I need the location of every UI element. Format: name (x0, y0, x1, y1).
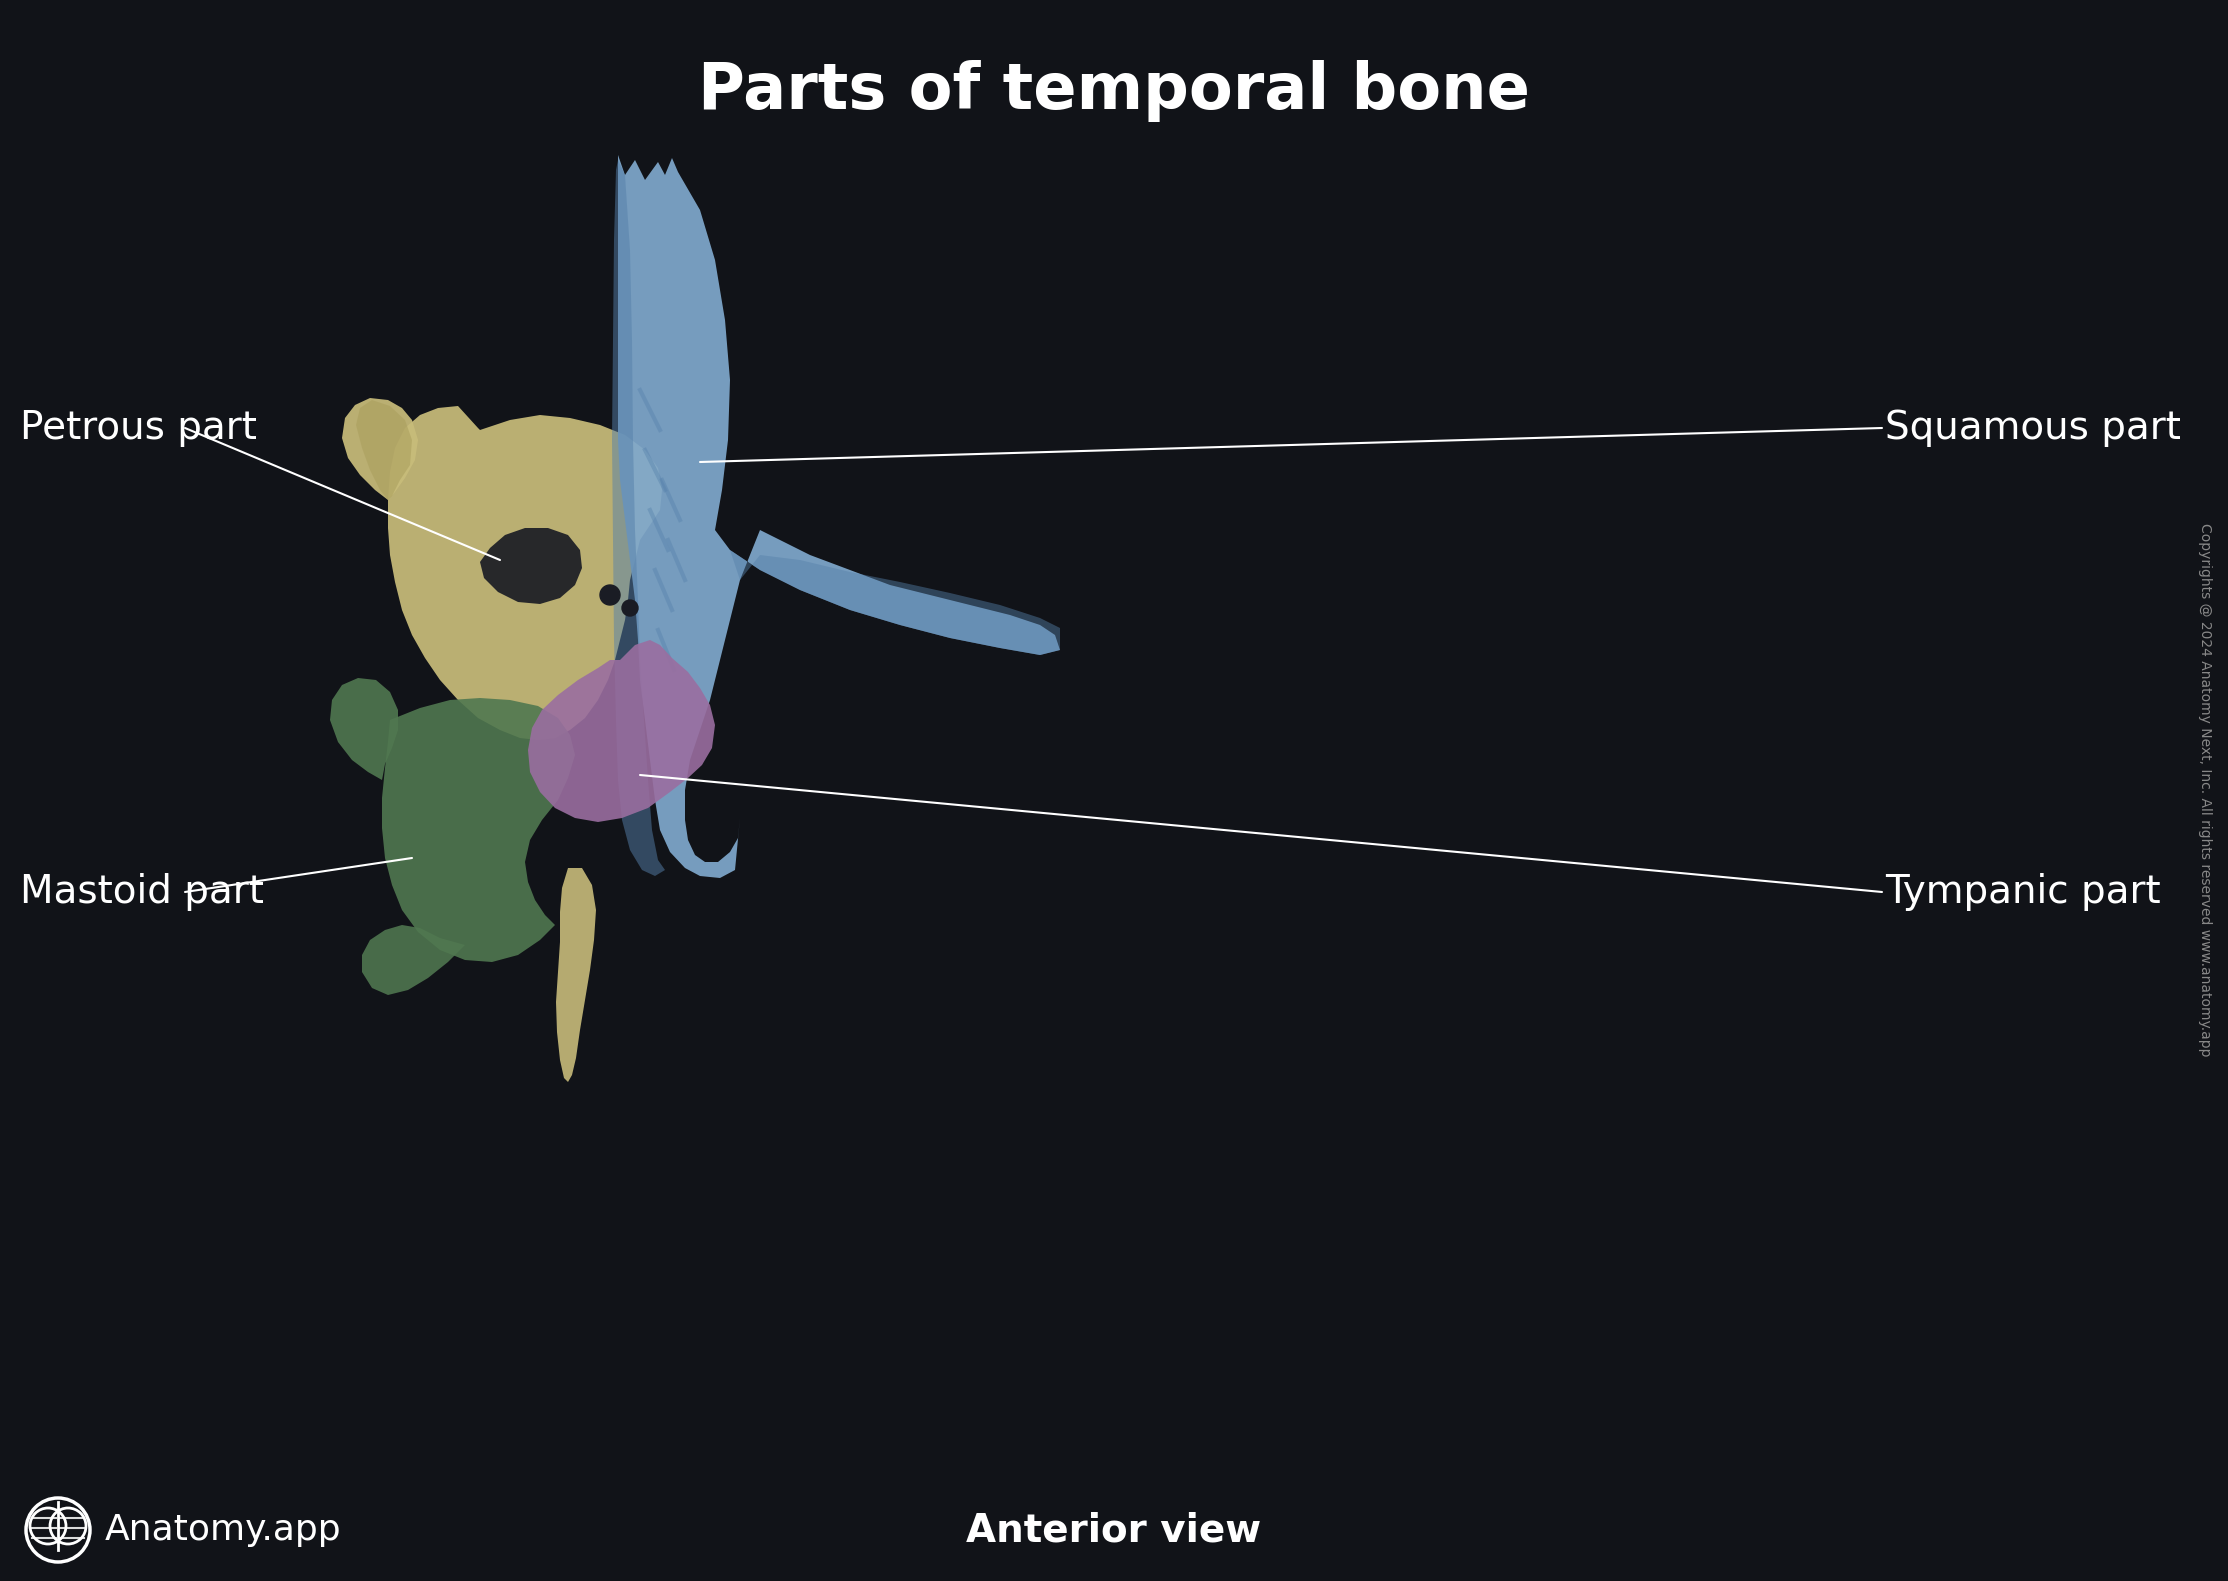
Circle shape (599, 585, 619, 606)
Polygon shape (330, 678, 399, 779)
Text: Parts of temporal bone: Parts of temporal bone (697, 60, 1531, 122)
Polygon shape (388, 406, 662, 740)
Text: Copyrights @ 2024 Anatomy Next, Inc. All rights reserved www.anatomy.app: Copyrights @ 2024 Anatomy Next, Inc. All… (2199, 523, 2212, 1056)
Polygon shape (617, 155, 1061, 877)
Polygon shape (361, 925, 466, 994)
Polygon shape (381, 697, 575, 961)
Polygon shape (528, 640, 715, 822)
Polygon shape (479, 528, 582, 604)
Polygon shape (731, 550, 1061, 655)
Polygon shape (613, 160, 664, 876)
Text: Anterior view: Anterior view (967, 1511, 1261, 1549)
Polygon shape (356, 400, 412, 500)
Circle shape (622, 601, 637, 617)
Text: Anatomy.app: Anatomy.app (105, 1513, 341, 1546)
Polygon shape (343, 398, 419, 500)
Text: Squamous part: Squamous part (1885, 409, 2181, 447)
Text: Mastoid part: Mastoid part (20, 873, 263, 911)
Polygon shape (557, 868, 597, 1081)
Text: Petrous part: Petrous part (20, 409, 256, 447)
Text: Tympanic part: Tympanic part (1885, 873, 2161, 911)
